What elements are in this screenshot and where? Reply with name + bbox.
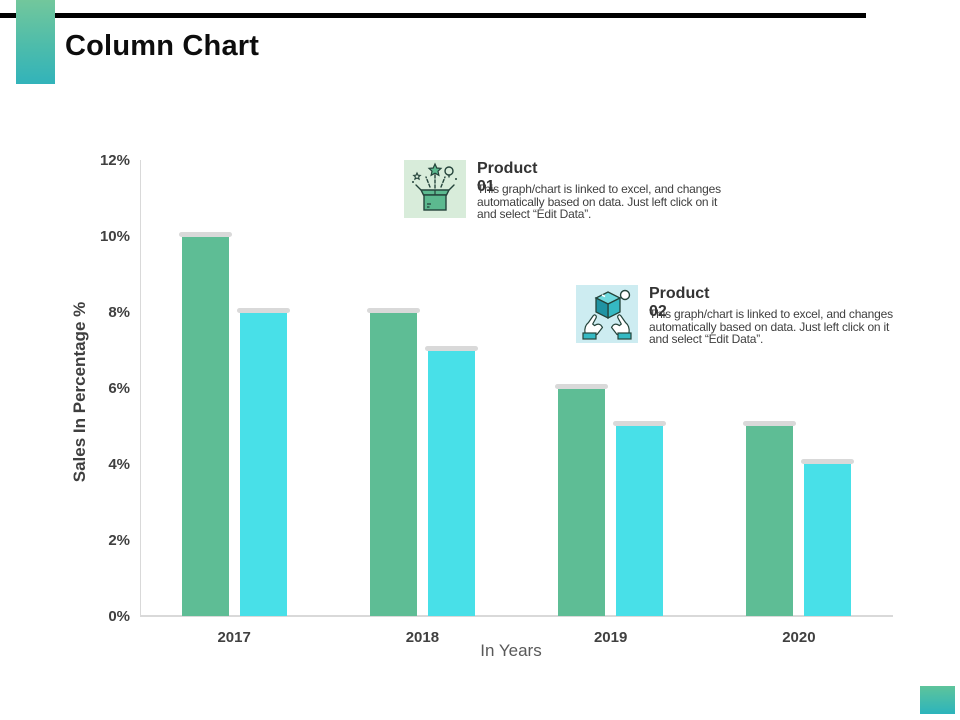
- title-accent-bar: [16, 0, 55, 84]
- y-tick-6%: 6%: [108, 380, 130, 397]
- surprise-box-icon[interactable]: [404, 160, 466, 218]
- bar-product-01-2019[interactable]: [555, 384, 609, 616]
- y-tick-10%: 10%: [99, 228, 130, 245]
- y-tick-4%: 4%: [108, 456, 130, 473]
- hands-holding-cube-icon[interactable]: [576, 285, 638, 343]
- bar-product-01-2017[interactable]: [178, 232, 232, 616]
- callout-title: Product 01: [477, 160, 538, 195]
- x-axis-line: [140, 615, 893, 617]
- bar-product-02-2019[interactable]: [613, 421, 667, 616]
- bar-product-01-2020[interactable]: [743, 421, 797, 616]
- top-rule-line: [0, 13, 866, 18]
- y-tick-2%: 2%: [108, 532, 130, 549]
- y-tick-12%: 12%: [99, 152, 130, 169]
- callout-body: This graph/chart is linked to excel, and…: [649, 307, 893, 346]
- y-axis-line: [140, 160, 141, 616]
- x-tick-2020: 2020: [782, 629, 816, 646]
- y-tick-8%: 8%: [108, 304, 130, 321]
- callout-body: This graph/chart is linked to excel, and…: [477, 182, 721, 221]
- corner-accent-chip: [920, 686, 955, 714]
- y-tick-0%: 0%: [108, 608, 130, 625]
- x-tick-2017: 2017: [217, 629, 251, 646]
- bar-product-02-2020[interactable]: [801, 459, 855, 616]
- bar-product-02-2017[interactable]: [236, 308, 290, 616]
- page-title: Column Chart: [65, 30, 260, 62]
- x-tick-2019: 2019: [593, 629, 628, 646]
- x-tick-2018: 2018: [405, 629, 440, 646]
- bar-product-02-2018[interactable]: [424, 346, 478, 616]
- bar-product-01-2018[interactable]: [366, 308, 420, 616]
- x-axis-title: In Years: [480, 641, 542, 660]
- callout-title: Product 02: [649, 285, 710, 320]
